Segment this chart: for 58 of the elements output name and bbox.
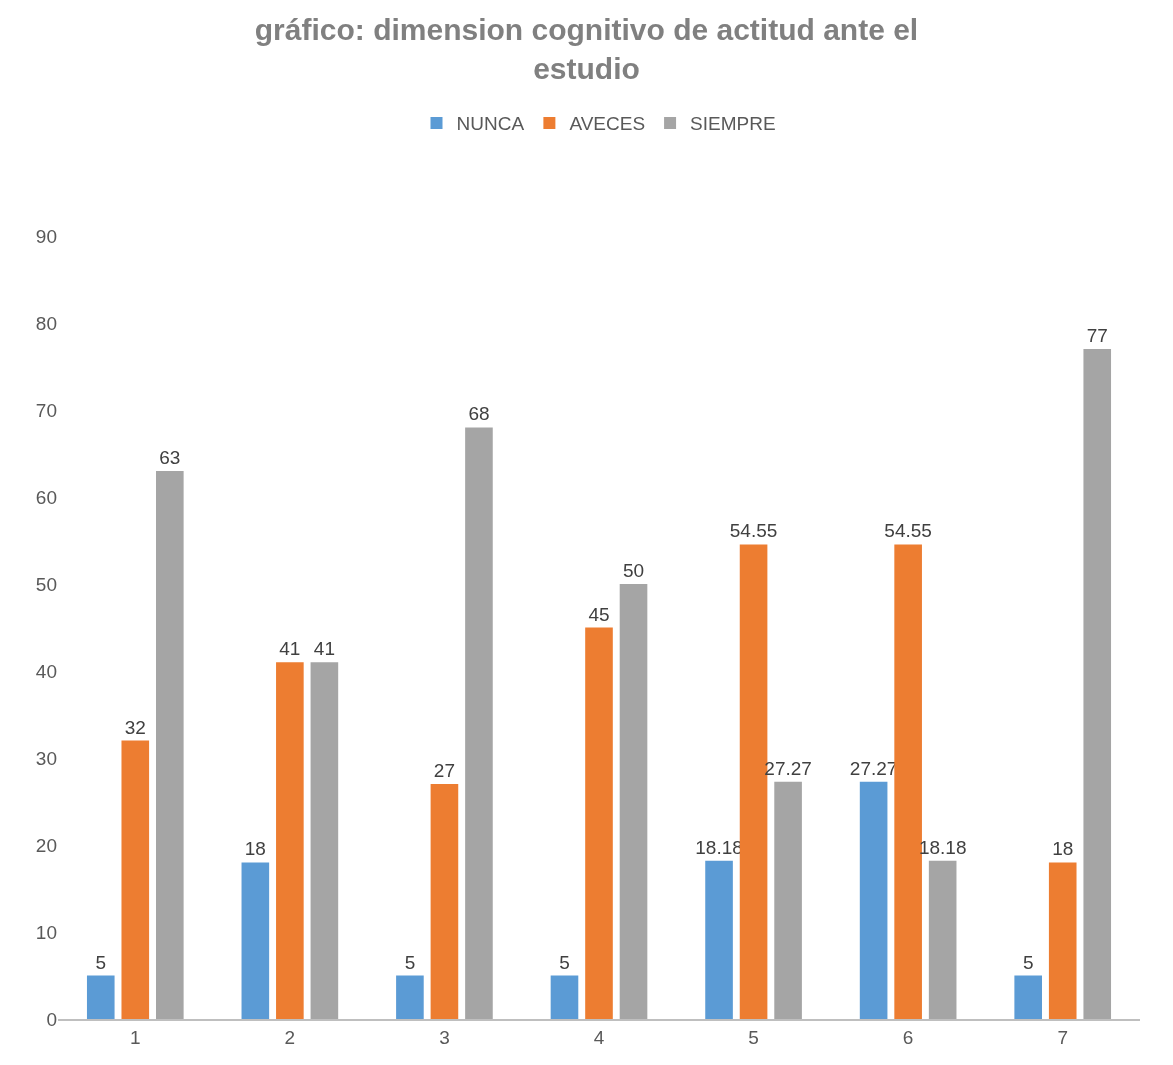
bar [1048,862,1077,1019]
data-label: 54.55 [729,520,778,542]
y-tick-label: 50 [35,573,57,595]
y-tick-label: 90 [35,225,57,247]
y-tick-label: 20 [35,834,57,856]
y-tick-label: 60 [35,486,57,508]
y-tick-label: 80 [35,312,57,334]
data-label: 50 [622,560,645,581]
bar [619,584,648,1019]
x-tick-label: 6 [902,1026,914,1048]
bar [1083,349,1112,1019]
bar [86,975,115,1019]
data-label: 41 [313,638,335,660]
data-label: 18 [1052,838,1074,860]
data-label: 68 [468,403,490,425]
x-tick-label: 3 [439,1026,450,1048]
y-tick-label: 10 [35,921,57,943]
legend-label: SIEMPRE [690,113,776,135]
data-label: 5 [404,951,416,973]
data-label: 63 [159,446,181,468]
data-label: 18 [244,838,266,860]
bar [430,784,459,1019]
data-label: 5 [1022,951,1034,973]
bar [1014,975,1042,1019]
bar [156,470,184,1019]
x-tick-label: 5 [748,1026,759,1048]
legend-label: NUNCA [456,113,525,135]
y-tick-label: 40 [35,660,57,682]
bar [928,860,957,1019]
data-label: 54.55 [884,520,932,542]
bar [465,427,493,1019]
bar [310,662,339,1019]
y-tick-label: 70 [35,399,57,421]
bar [705,860,733,1019]
data-label: 27 [433,760,455,782]
bar [276,662,304,1019]
bar [241,862,270,1019]
bar [550,975,579,1019]
data-label: 77 [1086,325,1108,347]
bar [585,627,613,1019]
data-label: 5 [95,951,107,973]
data-label: 5 [559,951,570,973]
data-label: 41 [279,638,301,660]
x-tick-label: 2 [284,1026,296,1048]
y-tick-label: 30 [35,747,57,769]
x-tick-label: 7 [1057,1026,1068,1048]
y-tick-label: 0 [46,1008,57,1030]
bar [859,781,888,1019]
x-tick-label: 1 [130,1026,141,1048]
x-tick-label: 4 [593,1026,605,1048]
bar [121,740,150,1019]
legend-label: AVECES [569,113,646,135]
bar [894,544,922,1019]
data-label: 32 [124,716,146,738]
chart-title: gráfico: dimension cognitivo de actitud ante el estudio [254,13,919,86]
bar [396,975,424,1019]
bar [774,781,802,1019]
data-label: 45 [588,603,610,625]
